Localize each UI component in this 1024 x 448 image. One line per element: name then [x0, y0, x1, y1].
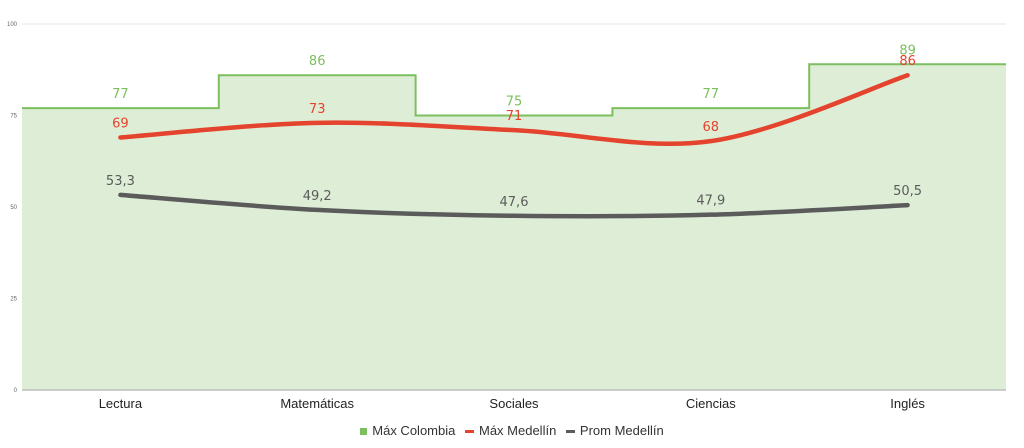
- y-tick-label: 50: [10, 205, 17, 211]
- x-tick-label: Sociales: [489, 396, 539, 411]
- data-label: 77: [112, 87, 129, 102]
- data-label: 73: [309, 102, 326, 117]
- data-label: 89: [899, 43, 916, 58]
- data-label: 47,9: [696, 194, 725, 209]
- legend-swatch-line-icon: [464, 430, 474, 434]
- x-tick-label: Lectura: [99, 396, 143, 411]
- y-tick-label: 75: [10, 114, 17, 120]
- legend-label: Máx Colombia: [372, 423, 456, 438]
- x-tick-label: Inglés: [890, 396, 925, 411]
- data-label: 86: [899, 54, 916, 69]
- legend-label: Máx Medellín: [478, 423, 557, 438]
- data-label: 77: [703, 87, 720, 102]
- axes: 0 25 50 75 100 Lectura Matemáticas Sociales Cien…: [7, 22, 1006, 411]
- chart: 77 86 75 77 89 69 73 71 68 86 53,3 49,2 47,6 47,9 50,5…: [7, 22, 1006, 411]
- data-label: 53,3: [106, 174, 135, 189]
- plot-area: [22, 63, 1006, 390]
- data-label: 49,2: [303, 189, 332, 204]
- legend: Máx Colombia Máx Medellín Prom Medellín: [0, 423, 1024, 438]
- series-lines: [118, 72, 910, 219]
- x-tick-label: Ciencias: [686, 396, 736, 411]
- data-labels: 77 86 75 77 89 69 73 71 68 86 53,3 49,2 47,6 47,9 50,5: [106, 43, 922, 210]
- y-tick-label: 100: [7, 22, 18, 28]
- legend-swatch-square-icon: [360, 428, 368, 436]
- y-tick-label: 0: [14, 388, 18, 394]
- data-label: 69: [112, 116, 129, 131]
- data-label: 68: [703, 120, 720, 135]
- data-label: 47,6: [500, 195, 529, 210]
- series-line: [118, 192, 910, 219]
- series-line: [118, 72, 910, 147]
- legend-swatch-line-icon: [565, 430, 575, 434]
- x-tick-label: Matemáticas: [280, 396, 354, 411]
- legend-item-max-colombia[interactable]: Máx Colombia: [360, 423, 455, 438]
- data-label: 86: [309, 54, 326, 69]
- series-step-line: [22, 63, 1006, 117]
- legend-item-prom-medellin[interactable]: Prom Medellín: [565, 423, 664, 438]
- area-fill: [22, 64, 1006, 390]
- legend-item-max-medellin[interactable]: Máx Medellín: [464, 423, 557, 438]
- data-label: 50,5: [893, 184, 922, 199]
- data-label: 75: [506, 95, 523, 110]
- data-label: 71: [506, 109, 523, 124]
- legend-label: Prom Medellín: [579, 423, 664, 438]
- y-tick-label: 25: [10, 297, 17, 303]
